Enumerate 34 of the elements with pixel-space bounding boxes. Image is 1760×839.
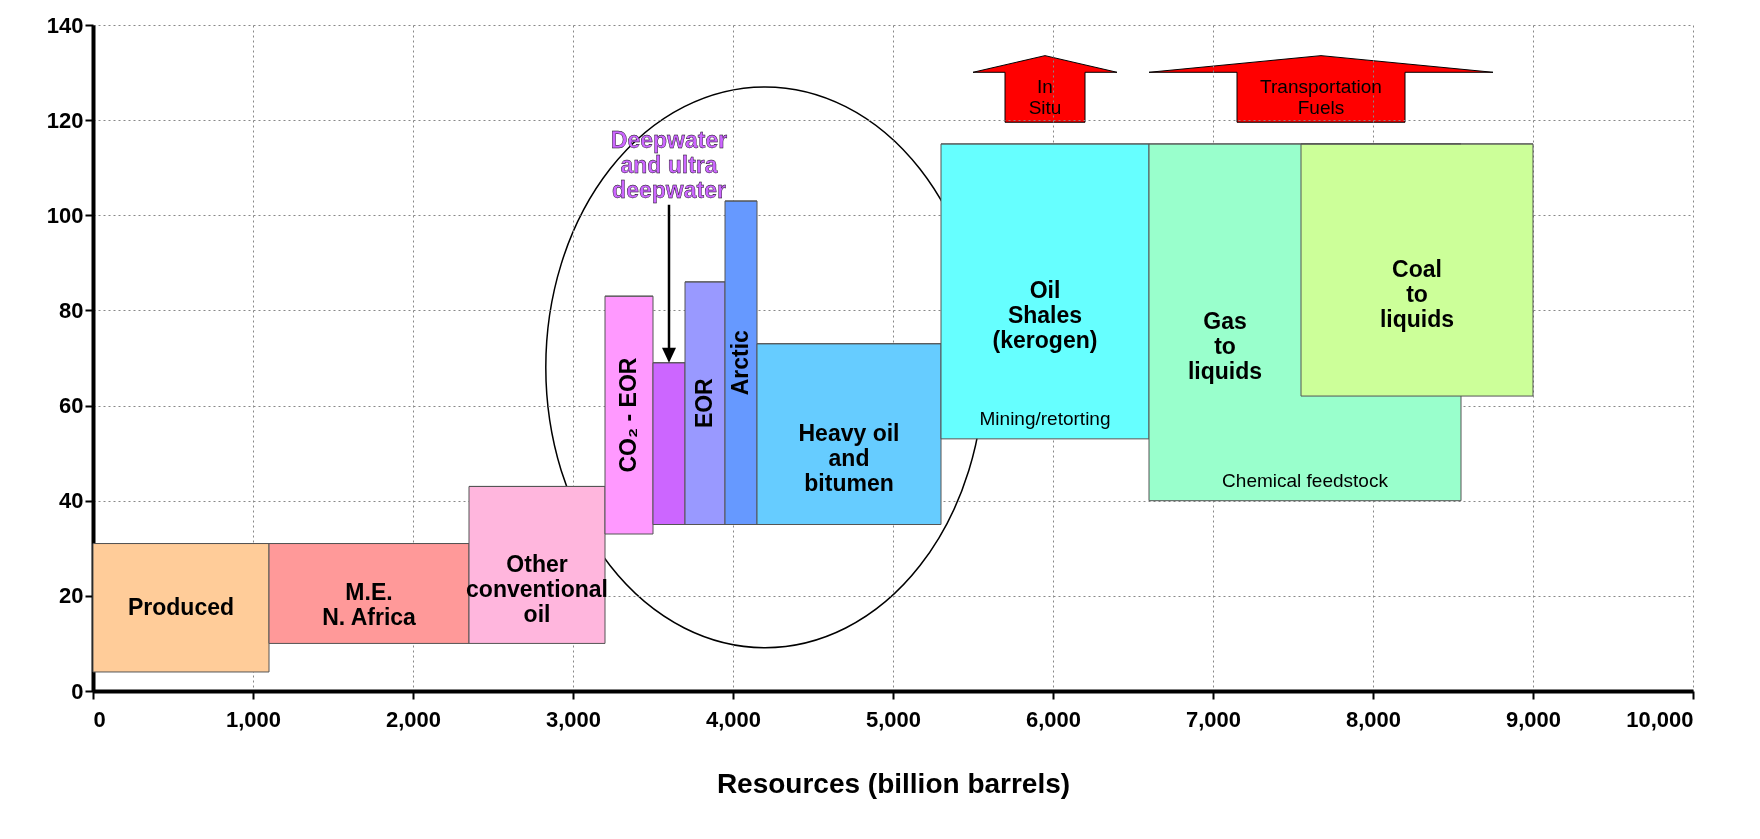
series-label: Coal to liquids (1379, 255, 1455, 332)
x-tick-label: 5,000 (865, 706, 922, 732)
annotation: In Situ (1028, 75, 1062, 118)
annotation: Chemical feedstock (1222, 469, 1389, 491)
series-label: Arctic (727, 329, 753, 396)
y-tick-label: 80 (59, 297, 84, 323)
x-tick-label: 8,000 (1345, 706, 1402, 732)
series-label: Gas to liquids (1187, 308, 1263, 385)
x-tick-label: 6,000 (1025, 706, 1082, 732)
series-label: Oil Shales (kerogen) (992, 277, 1098, 354)
x-tick-label: 0 (93, 706, 106, 732)
x-tick-label: 4,000 (705, 706, 762, 732)
x-axis-title: Resources (billion barrels) (716, 767, 1071, 799)
y-tick-label: 20 (59, 583, 84, 609)
y-tick-label: 0 (71, 678, 84, 704)
x-tick-label: 3,000 (545, 706, 602, 732)
y-tick-label: 140 (46, 12, 84, 38)
y-tick-label: 100 (46, 202, 84, 228)
x-tick-label: 10,000 (1626, 706, 1694, 732)
y-tick-label: 120 (46, 107, 84, 133)
x-tick-label: 2,000 (385, 706, 442, 732)
y-tick-label: 60 (59, 393, 84, 419)
annotation: Transportation Fuels (1260, 75, 1382, 118)
series-label: Heavy oil and bitumen (798, 420, 900, 497)
y-tick-label: 40 (59, 488, 84, 514)
x-tick-label: 1,000 (225, 706, 282, 732)
x-tick-label: 9,000 (1505, 706, 1562, 732)
series-label: M.E. N. Africa (322, 579, 417, 631)
x-tick-label: 7,000 (1185, 706, 1242, 732)
series-label: EOR (691, 377, 717, 429)
series-label: Other conventional oil (466, 550, 608, 627)
annotation: Mining/retorting (979, 407, 1111, 429)
series-label: CO₂ - EOR (615, 357, 641, 473)
series-label: Produced (127, 593, 235, 620)
